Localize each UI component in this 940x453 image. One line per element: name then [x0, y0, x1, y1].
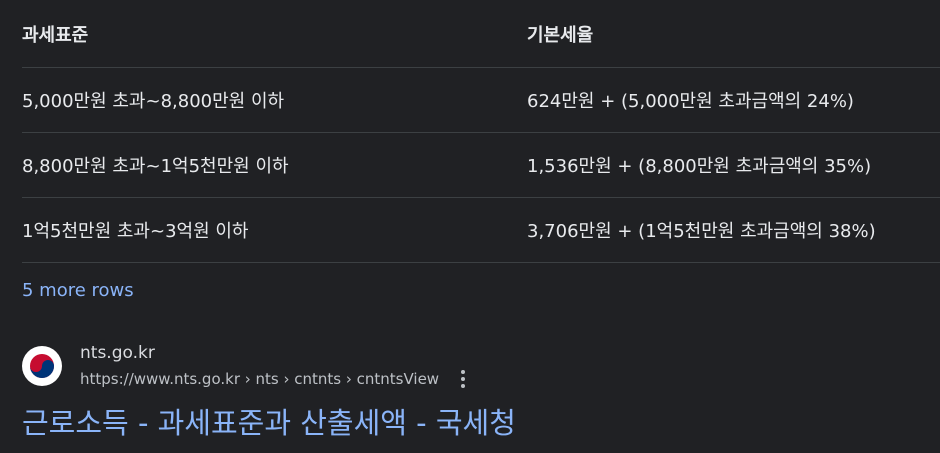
- table-cell-bracket: 1억5천만원 초과~3억원 이하: [22, 221, 249, 242]
- site-name[interactable]: nts.go.kr: [80, 343, 155, 363]
- site-url[interactable]: https://www.nts.go.kr › nts › cntnts › c…: [80, 370, 440, 388]
- korea-taeguk-icon: [22, 346, 62, 386]
- tax-rate-table: 과세표준 기본세율 5,000만원 초과~8,800만원 이하 624만원 + …: [22, 0, 940, 263]
- table-header-row: 과세표준 기본세율: [22, 0, 940, 68]
- table-cell-bracket: 8,800만원 초과~1억5천만원 이하: [22, 156, 289, 177]
- header-tax-base: 과세표준: [22, 24, 89, 46]
- table-cell-rate: 624만원 + (5,000만원 초과금액의 24%): [527, 91, 854, 112]
- result-title-link[interactable]: 근로소득 - 과세표준과 산출세액 - 국세청: [22, 406, 516, 440]
- table-cell-bracket: 5,000만원 초과~8,800만원 이하: [22, 91, 285, 112]
- table-cell-rate: 1,536만원 + (8,800만원 초과금액의 35%): [527, 156, 872, 177]
- search-result-source[interactable]: nts.go.kr https://www.nts.go.kr › nts › …: [22, 342, 467, 390]
- more-vert-icon[interactable]: [459, 370, 467, 388]
- table-row: 5,000만원 초과~8,800만원 이하 624만원 + (5,000만원 초…: [22, 68, 940, 133]
- header-basic-rate: 기본세율: [527, 24, 594, 46]
- table-row: 1억5천만원 초과~3억원 이하 3,706만원 + (1억5천만원 초과금액의…: [22, 198, 940, 263]
- table-row: 8,800만원 초과~1억5천만원 이하 1,536만원 + (8,800만원 …: [22, 133, 940, 198]
- table-cell-rate: 3,706만원 + (1억5천만원 초과금액의 38%): [527, 221, 876, 242]
- more-rows-link[interactable]: 5 more rows: [22, 280, 134, 301]
